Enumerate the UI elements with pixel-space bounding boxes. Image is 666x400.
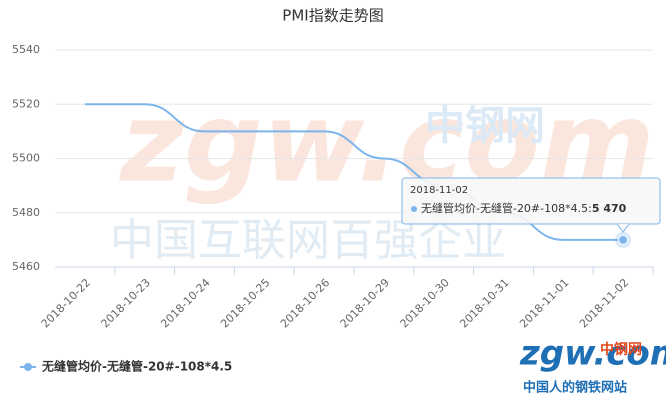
tooltip-sep: : [588,202,592,215]
legend-label: 无缝管均价-无缝管-20#-108*4.5 [41,359,232,374]
tooltip-arrow [616,223,630,233]
watermark: 中钢网 [425,103,545,149]
y-tick-label: 5460 [12,260,40,273]
x-tick-label: 2018-10-22 [39,276,93,330]
y-tick-label: 5500 [12,152,40,165]
watermark: zgw.com [519,334,666,374]
watermark: 中钢网 [600,341,642,358]
x-tick-label: 2018-10-24 [158,276,212,330]
marker [618,234,629,245]
tooltip-value: 5 470 [592,202,627,215]
x-tick-label: 2018-11-01 [517,276,571,330]
legend-marker [24,363,32,371]
y-tick-label: 5540 [12,43,40,56]
x-tick-label: 2018-10-23 [99,276,153,330]
x-tick-label: 2018-10-25 [218,276,272,330]
y-tick-label: 5520 [12,97,40,110]
x-tick-label: 2018-10-31 [457,276,511,330]
tooltip-series: 无缝管均价-无缝管-20#-108*4.5 [421,201,588,215]
y-tick-label: 5480 [12,206,40,219]
tooltip-date: 2018-11-02 [410,185,468,196]
x-tick-label: 2018-10-29 [338,276,392,330]
watermark: 中国人的钢铁网站 [523,380,627,396]
x-tick-label: 2018-11-02 [577,276,631,330]
chart-title: PMI指数走势图 [282,7,383,25]
x-tick-label: 2018-10-30 [398,276,452,330]
tooltip-dot [411,206,417,212]
tooltip [401,177,661,225]
x-tick-label: 2018-10-26 [278,276,332,330]
